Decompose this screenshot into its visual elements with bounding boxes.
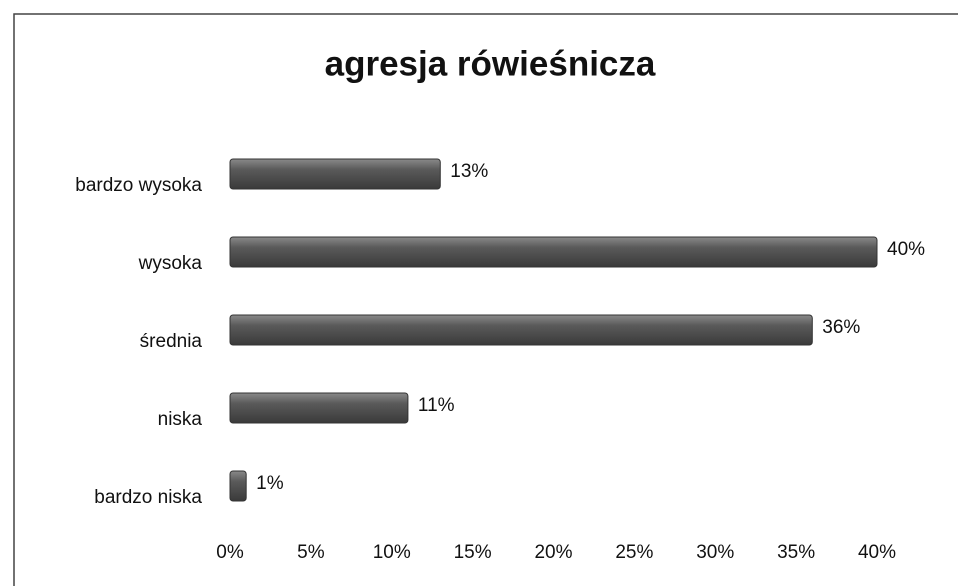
x-tick-label: 10% [373, 542, 411, 563]
data-label: 1% [256, 473, 284, 494]
bar [229, 470, 247, 502]
x-tick-label: 35% [777, 542, 815, 563]
chart-frame [13, 13, 958, 586]
x-tick-label: 25% [615, 542, 653, 563]
bar [229, 392, 409, 424]
y-tick-label: wysoka [138, 253, 203, 274]
x-tick-label: 20% [534, 542, 572, 563]
x-tick-label: 15% [454, 542, 492, 563]
data-label: 36% [822, 317, 860, 338]
x-tick-label: 40% [858, 542, 896, 563]
data-label: 13% [450, 161, 488, 182]
y-tick-label: bardzo niska [94, 487, 202, 508]
chart-title: agresja rówieśnicza [325, 44, 656, 83]
data-label: 40% [887, 239, 925, 260]
y-tick-label: niska [158, 409, 203, 430]
y-tick-label: bardzo wysoka [75, 175, 202, 196]
x-tick-label: 0% [216, 542, 244, 563]
bar [229, 158, 441, 190]
data-label: 11% [418, 395, 455, 416]
x-tick-label: 30% [696, 542, 734, 563]
bar [229, 314, 813, 346]
y-tick-label: średnia [140, 331, 203, 352]
bar [229, 236, 878, 268]
x-tick-label: 5% [297, 542, 325, 563]
